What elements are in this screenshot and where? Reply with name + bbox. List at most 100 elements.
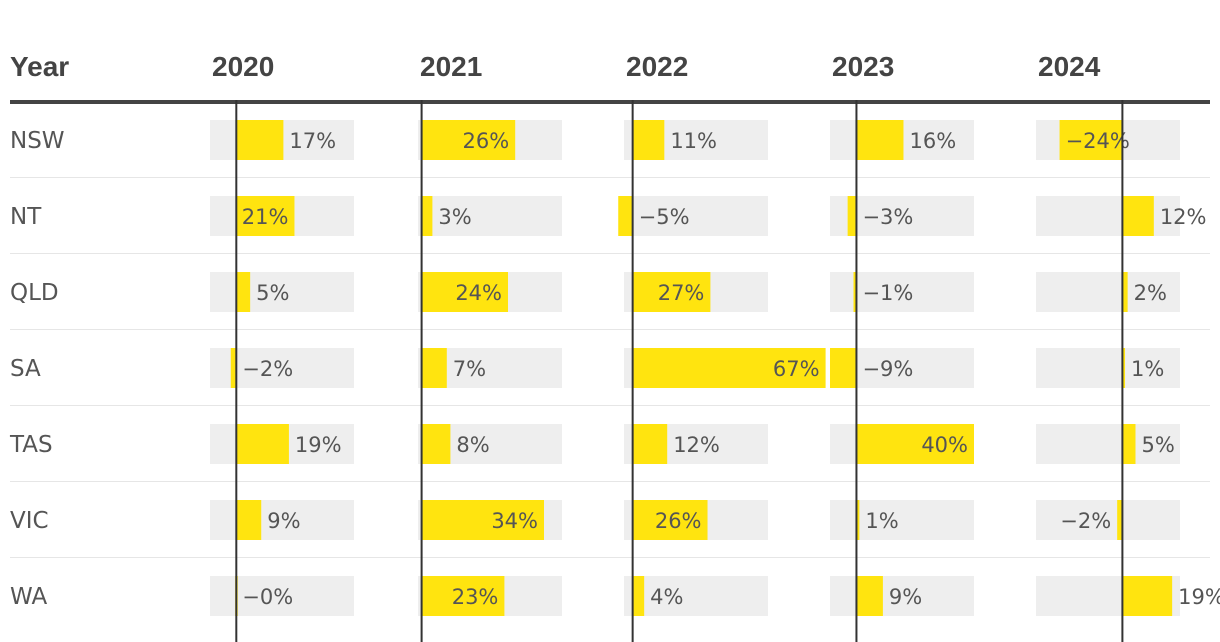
value-label-sa-2023: −9%	[862, 357, 913, 381]
value-label-vic-2023: 1%	[865, 509, 898, 533]
zero-line-2023	[855, 100, 858, 642]
bar-qld-2024	[1122, 272, 1128, 312]
bar-track	[1036, 272, 1180, 312]
bar-qld-2020	[236, 272, 251, 312]
value-label-tas-2024: 5%	[1141, 433, 1174, 457]
bar-track	[210, 500, 354, 540]
state-label-vic: VIC	[10, 508, 49, 534]
value-label-tas-2023: 40%	[921, 433, 968, 457]
value-label-tas-2021: 8%	[456, 433, 489, 457]
value-label-vic-2022: 26%	[655, 509, 702, 533]
value-label-nsw-2022: 11%	[670, 129, 717, 153]
value-label-qld-2024: 2%	[1134, 281, 1167, 305]
value-label-wa-2022: 4%	[650, 585, 683, 609]
bar-vic-2022	[632, 500, 708, 540]
bar-sa-2022	[632, 348, 826, 388]
value-label-sa-2024: 1%	[1131, 357, 1164, 381]
value-label-nt-2021: 3%	[438, 205, 471, 229]
bar-wa-2024	[1122, 576, 1173, 616]
bar-nsw-2021	[421, 120, 516, 160]
column-header-2021: 2021	[420, 51, 482, 82]
bar-nt-2023	[847, 196, 857, 236]
value-label-nsw-2020: 17%	[289, 129, 336, 153]
bar-track	[1036, 424, 1180, 464]
state-label-tas: TAS	[9, 432, 53, 458]
row-divider	[10, 253, 1210, 254]
bar-nt-2021	[421, 196, 433, 236]
zero-line-2022	[631, 100, 634, 642]
row-divider	[10, 177, 1210, 178]
column-header-2023: 2023	[832, 51, 894, 82]
value-label-qld-2022: 27%	[658, 281, 705, 305]
value-label-vic-2021: 34%	[491, 509, 538, 533]
bar-nsw-2023	[856, 120, 904, 160]
state-label-nt: NT	[10, 204, 42, 230]
bar-wa-2021	[421, 576, 505, 616]
bar-vic-2021	[421, 500, 544, 540]
bar-nt-2020	[236, 196, 295, 236]
bar-track	[210, 272, 354, 312]
bar-qld-2022	[632, 272, 711, 312]
value-label-nsw-2024: −24%	[1066, 129, 1130, 153]
value-label-wa-2024: 19%	[1178, 585, 1220, 609]
value-label-vic-2020: 9%	[267, 509, 300, 533]
bar-track	[418, 196, 562, 236]
value-label-sa-2022: 67%	[773, 357, 820, 381]
value-label-tas-2020: 19%	[295, 433, 342, 457]
bar-track	[830, 500, 974, 540]
value-label-sa-2021: 7%	[453, 357, 486, 381]
bar-vic-2020	[236, 500, 262, 540]
bar-nsw-2020	[236, 120, 284, 160]
row-divider	[10, 405, 1210, 406]
state-label-nsw: NSW	[10, 128, 65, 154]
value-label-qld-2020: 5%	[256, 281, 289, 305]
bar-sa-2024	[1122, 348, 1126, 388]
bar-sa-2021	[421, 348, 447, 388]
bar-wa-2022	[632, 576, 645, 616]
value-label-qld-2023: −1%	[862, 281, 913, 305]
row-divider	[10, 557, 1210, 558]
bar-nt-2022	[618, 196, 633, 236]
bar-qld-2023	[853, 272, 857, 312]
bar-vic-2023	[856, 500, 860, 540]
value-label-sa-2020: −2%	[242, 357, 293, 381]
bar-nsw-2024	[1059, 120, 1123, 160]
value-label-vic-2024: −2%	[1060, 509, 1111, 533]
state-label-wa: WA	[10, 584, 47, 610]
bar-track	[1036, 500, 1180, 540]
bar-qld-2021	[421, 272, 508, 312]
bar-track	[210, 576, 354, 616]
zero-line-2020	[235, 100, 238, 642]
value-label-wa-2021: 23%	[452, 585, 499, 609]
value-label-nsw-2023: 16%	[909, 129, 956, 153]
row-divider	[10, 481, 1210, 482]
value-label-tas-2022: 12%	[673, 433, 720, 457]
bar-sa-2023	[830, 348, 857, 388]
bar-track	[1036, 348, 1180, 388]
bar-track	[624, 196, 768, 236]
bar-nt-2024	[1122, 196, 1154, 236]
header-rule	[10, 100, 1210, 104]
value-label-wa-2023: 9%	[889, 585, 922, 609]
bar-vic-2024	[1117, 500, 1123, 540]
row-divider	[10, 329, 1210, 330]
bar-tas-2021	[421, 424, 451, 464]
column-header-2020: 2020	[212, 51, 274, 82]
header-year-label: Year	[10, 51, 69, 82]
value-label-nt-2020: 21%	[242, 205, 289, 229]
bar-tas-2023	[856, 424, 974, 464]
bar-tas-2022	[632, 424, 668, 464]
value-label-qld-2021: 24%	[455, 281, 502, 305]
zero-line-2024	[1121, 100, 1124, 642]
bar-wa-2023	[856, 576, 883, 616]
state-label-sa: SA	[10, 356, 41, 382]
column-header-2022: 2022	[626, 51, 688, 82]
column-header-2024: 2024	[1038, 51, 1101, 82]
bar-nsw-2022	[632, 120, 665, 160]
value-label-nt-2023: −3%	[862, 205, 913, 229]
value-label-wa-2020: −0%	[242, 585, 293, 609]
bar-tas-2024	[1122, 424, 1136, 464]
value-label-nt-2024: 12%	[1160, 205, 1207, 229]
bar-tas-2020	[236, 424, 289, 464]
